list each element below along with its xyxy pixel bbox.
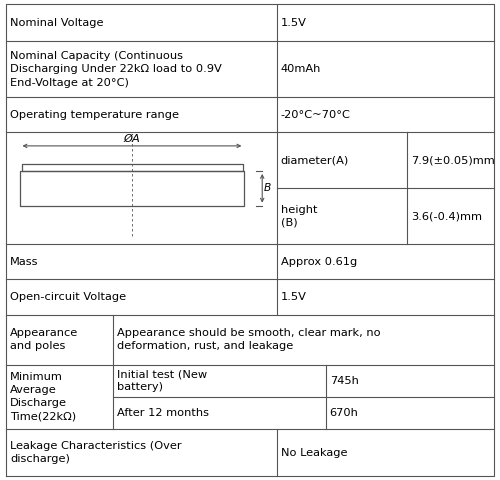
Text: 40mAh: 40mAh: [281, 64, 321, 74]
Text: ØA: ØA: [124, 134, 140, 144]
Text: -20°C~70°C: -20°C~70°C: [281, 110, 350, 120]
Text: Appearance should be smooth, clear mark, no
deformation, rust, and leakage: Appearance should be smooth, clear mark,…: [118, 328, 381, 351]
Text: No Leakage: No Leakage: [281, 448, 347, 457]
Text: 3.6(-0.4)mm: 3.6(-0.4)mm: [411, 211, 482, 221]
Text: After 12 months: After 12 months: [118, 408, 210, 418]
Text: 1.5V: 1.5V: [281, 18, 306, 28]
Text: Open-circuit Voltage: Open-circuit Voltage: [10, 292, 126, 302]
Text: B: B: [264, 183, 272, 193]
Text: Initial test (New
battery): Initial test (New battery): [118, 369, 208, 392]
Text: Nominal Voltage: Nominal Voltage: [10, 18, 104, 28]
Text: Leakage Characteristics (Over
discharge): Leakage Characteristics (Over discharge): [10, 441, 182, 464]
Text: Minimum
Average
Discharge
Time(22kΩ): Minimum Average Discharge Time(22kΩ): [10, 372, 76, 421]
Text: Nominal Capacity (Continuous
Discharging Under 22kΩ load to 0.9V
End-Voltage at : Nominal Capacity (Continuous Discharging…: [10, 51, 222, 87]
Text: diameter(A): diameter(A): [281, 156, 349, 166]
Text: 1.5V: 1.5V: [281, 292, 306, 302]
Text: Operating temperature range: Operating temperature range: [10, 110, 179, 120]
Text: 7.9(±0.05)mm: 7.9(±0.05)mm: [411, 156, 495, 166]
Text: 670h: 670h: [330, 408, 358, 418]
Text: Approx 0.61g: Approx 0.61g: [281, 257, 357, 267]
Text: Appearance
and poles: Appearance and poles: [10, 328, 78, 351]
Text: 745h: 745h: [330, 376, 358, 386]
Text: Mass: Mass: [10, 257, 38, 267]
Text: height
(B): height (B): [281, 204, 318, 228]
